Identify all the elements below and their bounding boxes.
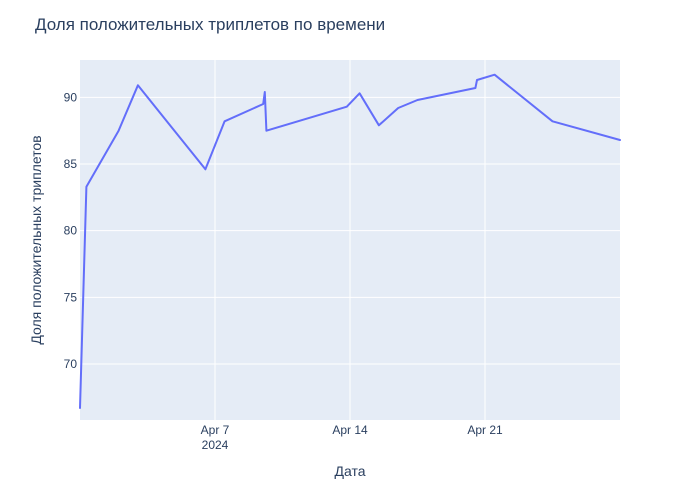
chart-title: Доля положительных триплетов по времени [35,15,385,34]
data-point[interactable] [550,118,556,124]
x-tick-label: Apr 21 [467,423,503,437]
data-point[interactable] [376,122,382,128]
data-point[interactable] [357,90,363,96]
x-tick-label: Apr 14 [332,423,368,437]
data-point[interactable] [260,101,266,107]
data-point[interactable] [202,166,208,172]
x-axis-title: Дата [334,463,365,479]
y-tick-label: 75 [64,290,78,304]
data-point[interactable] [222,118,228,124]
y-tick-label: 85 [64,157,78,171]
y-axis-title: Доля положительных триплетов [28,135,44,344]
data-point[interactable] [395,105,401,111]
series-line-0 [79,73,621,409]
x-tick-label: Apr 7 [201,423,230,437]
data-point[interactable] [617,137,623,143]
series-layer [77,72,623,411]
data-point[interactable] [344,104,350,110]
data-point[interactable] [135,82,141,88]
data-point[interactable] [472,85,478,91]
data-point[interactable] [116,128,122,134]
x-tick-year-label: 2024 [202,438,229,452]
gridlines [80,60,620,420]
y-tick-label: 90 [64,90,78,104]
data-point[interactable] [263,128,269,134]
data-point[interactable] [77,405,83,411]
y-tick-label: 70 [64,357,78,371]
data-point[interactable] [415,97,421,103]
data-point[interactable] [474,77,480,83]
data-point[interactable] [492,72,498,78]
data-point[interactable] [83,184,89,190]
y-tick-label: 80 [64,224,78,238]
data-point[interactable] [262,89,268,95]
